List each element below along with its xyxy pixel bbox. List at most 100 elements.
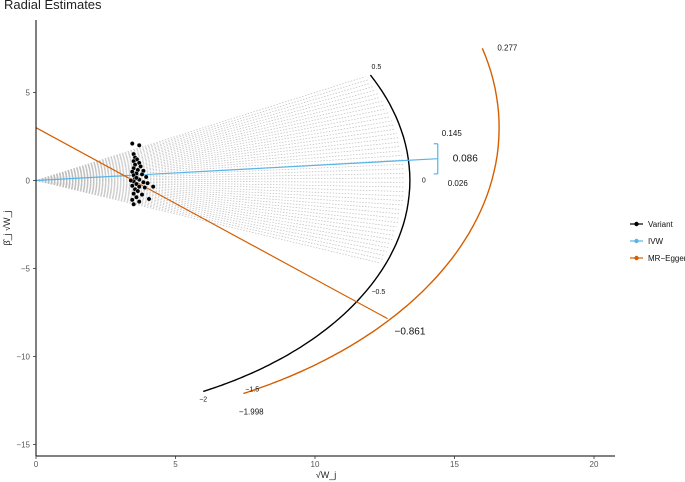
legend-key-point — [634, 255, 639, 261]
reference-ray — [35, 180, 383, 260]
reference-ray — [35, 180, 394, 236]
variant-point — [129, 197, 135, 203]
x-tick-label: 10 — [311, 460, 320, 469]
reference-ray — [35, 177, 405, 181]
variant-point — [143, 174, 149, 180]
scale-arcs-group — [203, 48, 500, 395]
variant-point — [136, 199, 142, 205]
reference-ray — [35, 180, 385, 256]
reference-ray — [35, 76, 366, 181]
reference-ray — [35, 150, 402, 181]
reference-lines-group — [35, 76, 405, 264]
reference-ray — [35, 180, 403, 201]
variant-point — [139, 192, 145, 197]
variant-scale-label: 0.5 — [372, 64, 382, 71]
axes-group: 0 5 10 15 20 5 0 −5 −10 −15 √W_j β̂_j √W_j — [2, 20, 615, 480]
variant-point — [134, 175, 139, 181]
variant-scale-label: −2 — [199, 396, 207, 403]
x-tick-label: 20 — [590, 460, 599, 469]
x-tick-label: 0 — [34, 460, 39, 469]
reference-ray — [35, 163, 404, 181]
variant-scale-label: −0.5 — [371, 289, 385, 296]
variant-scale-label: 0 — [422, 178, 426, 185]
ivw-ci-upper-label: 0.145 — [442, 129, 463, 138]
legend-key-point — [634, 238, 639, 244]
reference-ray — [35, 82, 371, 181]
reference-ray — [35, 128, 396, 181]
reference-ray — [35, 180, 387, 252]
variant-scale-arc — [203, 74, 411, 393]
variant-point — [150, 184, 156, 190]
legend-key-point — [634, 221, 639, 227]
variant-point — [131, 191, 137, 197]
reference-ray — [35, 180, 400, 219]
reference-ray — [35, 137, 399, 181]
egger-scale-label: 0.277 — [497, 43, 518, 52]
variant-point — [134, 194, 139, 200]
reference-ray — [35, 180, 403, 206]
reference-ray — [35, 180, 404, 197]
variant-point — [136, 184, 142, 190]
reference-ray — [35, 120, 392, 181]
reference-ray — [35, 93, 378, 181]
ivw-estimate-label: 0.086 — [453, 154, 478, 165]
variant-point — [136, 142, 142, 148]
legend-item-label: IVW — [648, 237, 664, 246]
ivw-line — [35, 158, 438, 182]
reference-ray — [35, 180, 402, 210]
egger-line — [35, 127, 388, 320]
y-axis-label: β̂_j √W_j — [2, 210, 12, 245]
chart-title: Radial Estimates — [4, 0, 102, 12]
y-tick-label: −15 — [16, 441, 30, 450]
fit-lines-group — [35, 127, 439, 320]
variant-point — [135, 188, 141, 194]
reference-ray — [35, 89, 376, 181]
reference-ray — [35, 180, 405, 183]
variant-point — [142, 185, 148, 190]
reference-ray — [35, 86, 373, 181]
reference-ray — [35, 108, 387, 181]
variant-point — [138, 164, 144, 169]
egger-scale-arc — [243, 48, 500, 395]
egger-scale-label: −1.998 — [239, 408, 264, 417]
reference-ray — [35, 100, 383, 181]
y-tick-label: 5 — [26, 89, 31, 98]
reference-ray — [35, 124, 394, 181]
reference-ray — [35, 180, 397, 228]
egger-estimate-label: −0.861 — [395, 327, 426, 338]
y-tick-label: −5 — [21, 265, 31, 274]
reference-ray — [35, 146, 401, 181]
reference-ray — [35, 133, 397, 181]
variant-points-group — [128, 141, 156, 207]
annotations-group: 0.5 0 −0.5 −2 0.277 −1.5 −1.998 0.145 0.086 0.026… — [199, 43, 518, 416]
legend-item-label: Variant — [648, 220, 674, 229]
reference-ray — [35, 79, 369, 181]
legend-item-label: MR−Egger — [648, 254, 685, 263]
reference-ray — [35, 155, 403, 181]
variant-point — [129, 183, 135, 189]
reference-ray — [35, 180, 393, 240]
x-tick-label: 5 — [173, 460, 178, 469]
reference-ray — [35, 180, 396, 232]
reference-ray — [35, 97, 381, 181]
reference-ray — [35, 180, 381, 264]
reference-ray — [35, 104, 385, 181]
x-tick-label: 15 — [450, 460, 459, 469]
reference-ray — [35, 180, 401, 215]
variant-point — [141, 179, 146, 185]
reference-ray — [35, 180, 389, 248]
egger-scale-label: −1.5 — [245, 387, 259, 394]
reference-ray — [35, 168, 404, 181]
x-axis-label: √W_j — [316, 470, 336, 480]
reference-ray — [35, 173, 405, 181]
variant-point — [145, 180, 151, 186]
reference-ray — [35, 180, 399, 223]
variant-point — [128, 178, 134, 183]
reference-ray — [35, 180, 405, 188]
y-tick-label: 0 — [26, 177, 31, 186]
reference-ray — [35, 180, 404, 192]
legend-group: Variant IVW MR−Egger — [630, 220, 685, 263]
variant-point — [146, 196, 152, 202]
variant-point — [129, 141, 135, 146]
variant-point — [139, 171, 145, 177]
